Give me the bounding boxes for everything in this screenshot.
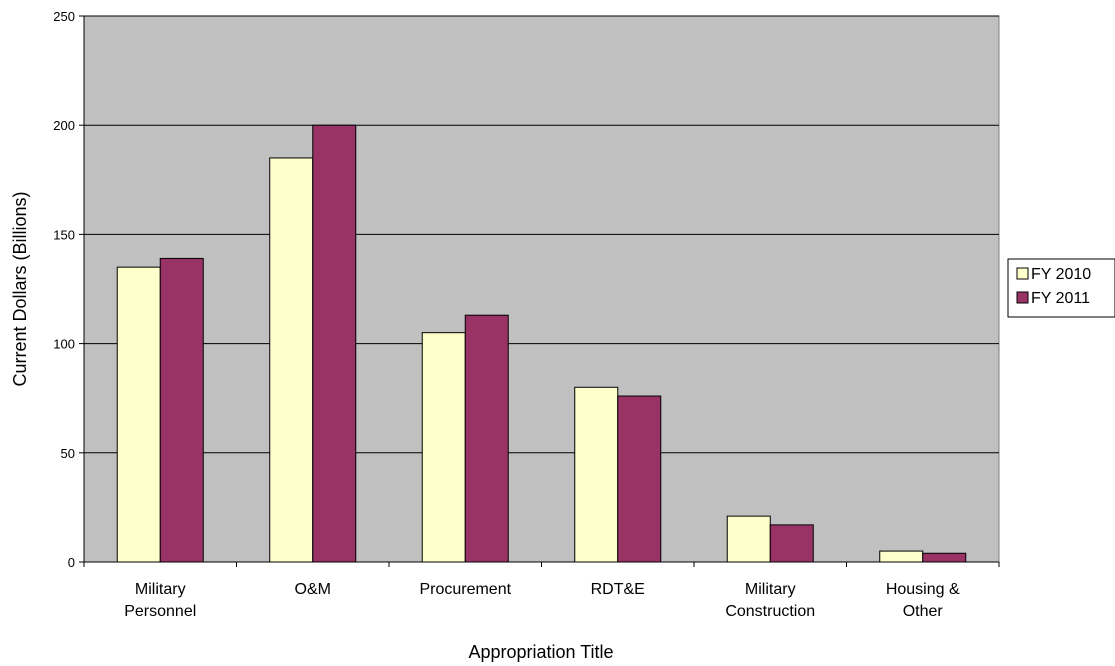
bar-fy2011-5 (922, 552, 967, 563)
y-tick-label-50: 50 (61, 446, 75, 461)
x-tick-label: Housing & (886, 581, 960, 598)
y-tick-label-250: 250 (53, 9, 75, 24)
x-tick-label: Personnel (124, 603, 196, 620)
y-tick-label-100: 100 (53, 337, 75, 352)
bar-fy2011-0 (159, 257, 204, 563)
gridlines (84, 15, 999, 454)
bar-fy2010-3 (574, 386, 619, 563)
bar-fy2010-2 (421, 332, 466, 563)
plot-area (83, 15, 1000, 563)
bar-fy2010-0 (116, 266, 161, 563)
y-tick-label-200: 200 (53, 118, 75, 133)
axes (79, 15, 1000, 567)
bar-fy2011-3 (617, 395, 662, 563)
x-axis-title: Appropriation Title (468, 642, 613, 662)
x-tick-label: O&M (295, 581, 331, 598)
y-tick-label-0: 0 (68, 555, 75, 570)
bar-fy2010-1 (269, 157, 314, 563)
legend-label-fy2011: FY 2011 (1031, 290, 1090, 307)
bar-fy2011-4 (769, 524, 814, 563)
x-tick-labels: Military Personnel O&M Procurement RDT&E Mili… (124, 581, 960, 620)
x-tick-label: Procurement (419, 581, 511, 598)
x-tick-label: Other (903, 603, 944, 620)
legend: FY 2010 FY 2011 (1007, 258, 1115, 318)
legend-swatch-fy2010 (1016, 267, 1029, 280)
x-tick-label: RDT&E (591, 581, 645, 598)
y-tick-label-150: 150 (53, 227, 75, 242)
bar-fy2010-5 (879, 550, 924, 563)
bars (116, 124, 967, 563)
bar-fy2011-2 (464, 314, 509, 563)
x-tick-label: Military (135, 581, 186, 598)
legend-label-fy2010: FY 2010 (1031, 266, 1091, 283)
x-tick-label: Military (745, 581, 796, 598)
bar-fy2011-1 (312, 124, 357, 563)
x-tick-label: Construction (725, 603, 815, 620)
y-tick-labels: 0 50 100 150 200 250 (53, 9, 75, 570)
y-axis-title: Current Dollars (Billions) (10, 191, 30, 386)
bar-fy2010-4 (726, 515, 771, 563)
legend-swatch-fy2011 (1016, 291, 1029, 304)
